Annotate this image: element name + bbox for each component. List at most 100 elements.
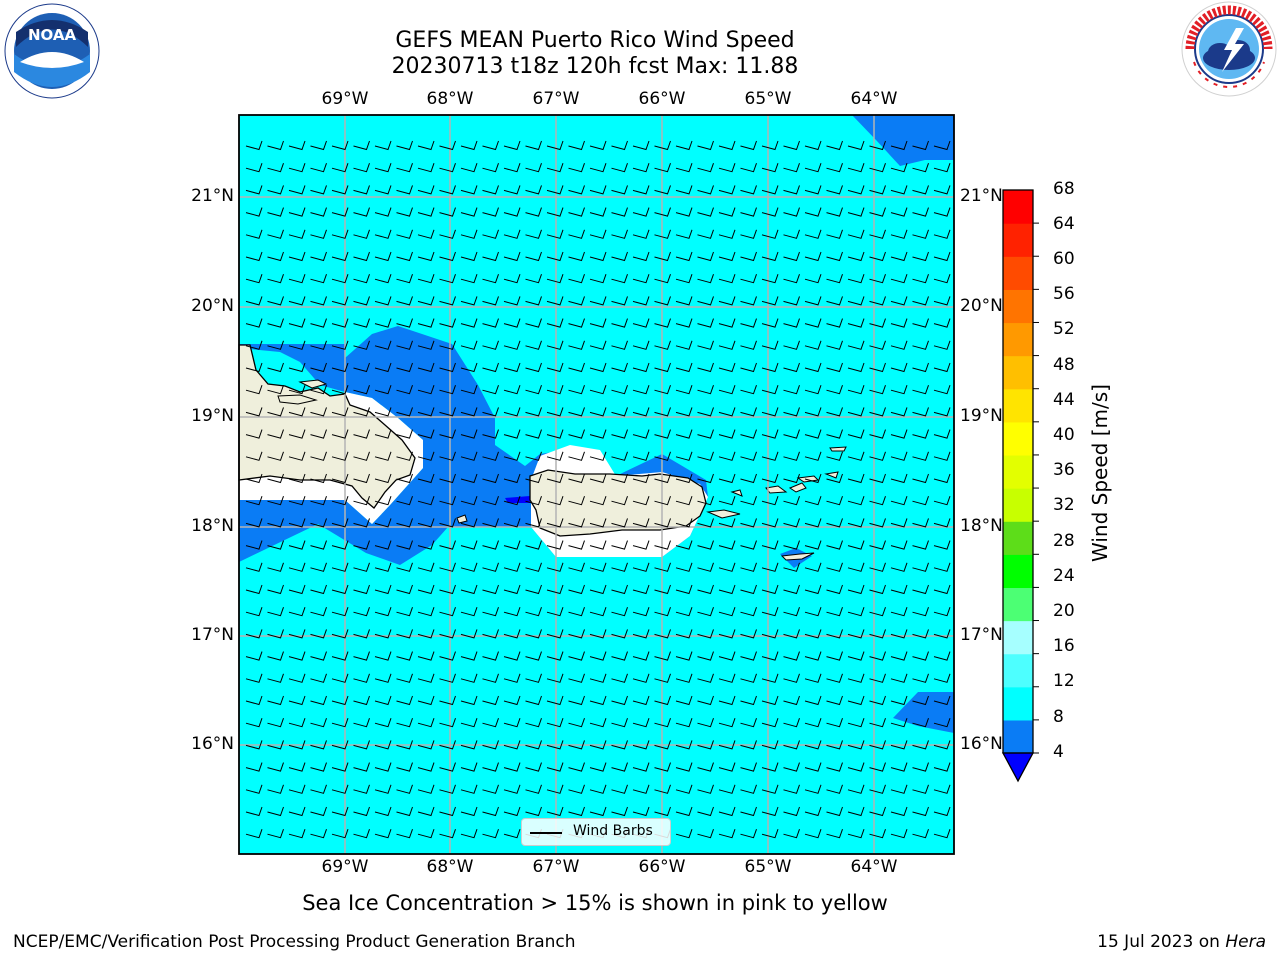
wind-barb (783, 651, 800, 661)
wind-barb (611, 718, 628, 728)
wind-barb (267, 496, 284, 506)
wind-barb (718, 651, 736, 661)
wind-barb (503, 829, 521, 839)
wind-barb (267, 163, 284, 173)
wind-barb (331, 385, 349, 395)
wind-barb (933, 651, 951, 661)
wind-barb (933, 806, 951, 817)
wind-barb (589, 185, 607, 195)
wind-barb (804, 140, 822, 151)
wind-barb (783, 607, 800, 617)
wind-barb (460, 296, 478, 306)
wind-barb (632, 140, 650, 151)
wind-barb (632, 229, 650, 239)
wind-barb (847, 274, 865, 284)
wind-barb (546, 429, 564, 439)
wind-barb (568, 584, 585, 595)
wind-barb (611, 274, 628, 284)
wind-barb (568, 318, 585, 328)
wind-barb (697, 762, 714, 772)
wind-barb (611, 584, 628, 595)
wind-barb (374, 806, 392, 817)
wind-barb (675, 429, 693, 439)
chart-title: GEFS MEAN Puerto Rico Wind Speed (395, 28, 795, 53)
wind-barb (460, 362, 478, 373)
wind-barb (912, 163, 929, 173)
wind-barb (761, 762, 779, 772)
wind-barb (525, 651, 542, 661)
lat-tick-left: 17°N (191, 625, 234, 645)
wind-barb (933, 496, 951, 506)
land-virgin-islands (788, 482, 807, 493)
wind-barb (783, 229, 800, 239)
wind-barb (890, 251, 908, 262)
wind-barb (933, 163, 951, 173)
wind-barb (288, 385, 306, 395)
wind-barb (847, 207, 865, 217)
wind-barb (245, 207, 263, 217)
wind-barb (675, 562, 693, 572)
lat-tick-left: 18°N (191, 516, 234, 536)
wind-barb (439, 540, 456, 550)
wind-barb (417, 274, 435, 284)
wind-barb (503, 318, 521, 328)
wind-barb (288, 806, 306, 817)
wind-barb (912, 407, 929, 417)
wind-barb (525, 362, 542, 373)
wind-barb (869, 806, 886, 817)
wind-barb (310, 651, 327, 661)
wind-barb (525, 740, 542, 750)
wind-barb (718, 140, 736, 151)
wind-barb (697, 296, 714, 306)
wind-barb (439, 584, 456, 595)
wind-barb (589, 385, 607, 395)
wind-barb (331, 806, 349, 817)
wind-barb (310, 207, 327, 217)
wind-barb (611, 251, 628, 262)
wind-barb (847, 185, 865, 195)
wind-barb (933, 451, 951, 461)
wind-barb (331, 185, 349, 195)
wind-barb (331, 762, 349, 772)
wind-barb (826, 673, 843, 683)
wind-barb (482, 562, 499, 572)
land-culebra (730, 489, 743, 497)
wind-barb (310, 296, 327, 306)
wind-barb (245, 318, 263, 328)
wind-barb (546, 340, 564, 350)
wind-barb (482, 274, 499, 284)
wind-barb (632, 673, 650, 683)
wind-barb (654, 296, 671, 306)
wind-barb (503, 584, 521, 595)
wind-barb (374, 185, 392, 195)
wind-barb (783, 695, 800, 706)
wind-barb (482, 651, 499, 661)
wind-barb (632, 740, 650, 750)
wind-barb (460, 251, 478, 262)
wind-barb (396, 673, 413, 683)
wind-barb (439, 673, 456, 683)
wind-barb (460, 140, 478, 151)
wind-barb (460, 185, 478, 195)
wind-barb (546, 695, 564, 706)
wind-barb (417, 829, 435, 839)
wind-barb (675, 806, 693, 817)
wind-barb (396, 251, 413, 262)
wind-barb (503, 651, 521, 661)
wind-barb (912, 251, 929, 262)
wind-barb (783, 385, 800, 395)
wind-barb (740, 229, 757, 239)
wind-barb (783, 251, 800, 262)
wind-barb (826, 296, 843, 306)
colorbar-tick: 8 (1053, 707, 1064, 727)
wind-barb (310, 740, 327, 750)
wind-barb (331, 362, 349, 373)
wind-barb (568, 651, 585, 661)
wind-barb (417, 740, 435, 750)
wind-barb (697, 340, 714, 350)
wind-barb (611, 673, 628, 683)
wind-barb (933, 473, 951, 484)
wind-barb (761, 362, 779, 373)
wind-barb (525, 207, 542, 217)
wind-barb (374, 385, 392, 395)
